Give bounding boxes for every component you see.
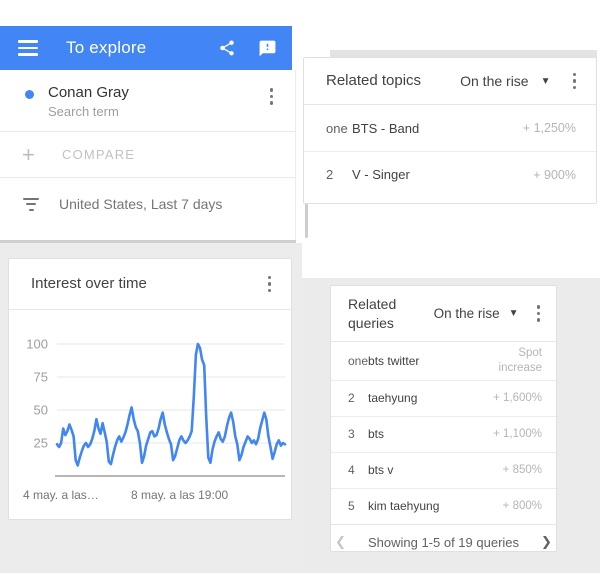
row-label: kim taehyung	[368, 499, 440, 514]
divider	[9, 309, 291, 310]
share-icon[interactable]	[216, 37, 238, 59]
related-queries-card: Related queries On the rise ▼ one bts twi…	[330, 285, 557, 552]
geo-time-filter[interactable]: United States, Last 7 days	[0, 178, 295, 230]
queries-pagination: ❮ Showing 1-5 of 19 queries ❯	[331, 523, 556, 561]
row-change: + 1,100%	[493, 427, 542, 440]
divider	[0, 177, 295, 178]
plus-icon: +	[22, 141, 35, 167]
feedback-icon[interactable]	[256, 37, 278, 59]
topics-card-title: Related topics	[326, 71, 422, 89]
row-label: V - Singer	[352, 167, 410, 182]
app-bar: To explore	[0, 26, 292, 70]
app-title: To explore	[66, 38, 147, 57]
interest-line-chart[interactable]: 25 50 75 100 4 may. a las… 8 may. a las 19:…	[9, 310, 291, 518]
row-label: BTS - Band	[352, 120, 420, 136]
topics-card-header: Related topics On the rise ▼	[304, 58, 596, 105]
queries-list: one bts twitter Spot increase 2 taehyung + 1,…	[331, 342, 556, 524]
row-label: bts v	[368, 463, 394, 478]
compare-label: COMPARE	[62, 147, 136, 162]
chevron-down-icon[interactable]: ▼	[540, 75, 551, 87]
row-rank: 5	[348, 499, 355, 514]
queries-menu-icon[interactable]	[531, 301, 547, 326]
y-tick-label: 25	[34, 436, 48, 451]
interest-card-header: Interest over time	[9, 259, 291, 309]
pagination-label: Showing 1-5 of 19 queries	[367, 535, 520, 551]
row-change: + 900%	[533, 167, 576, 182]
series-color-dot	[25, 90, 34, 99]
related-topic-row[interactable]: one BTS - Band + 1,250%	[304, 105, 596, 151]
row-rank: one	[326, 120, 348, 136]
related-query-row[interactable]: 3 bts + 1,100%	[331, 415, 556, 452]
interest-menu-icon[interactable]	[262, 272, 278, 297]
search-term-name: Conan Gray	[48, 84, 129, 101]
search-term-type: Search term	[48, 104, 119, 119]
queries-card-title: Related queries	[348, 295, 397, 331]
row-change: + 1,600%	[493, 391, 542, 404]
related-query-row[interactable]: one bts twitter Spot increase	[331, 342, 556, 380]
related-query-row[interactable]: 4 bts v + 850%	[331, 451, 556, 488]
interest-over-time-card: Interest over time 25 50 75 100 4 may. a la…	[8, 258, 292, 520]
related-query-row[interactable]: 2 taehyung + 1,600%	[331, 379, 556, 416]
topics-card-top-edge	[330, 50, 597, 58]
scrollbar-thumb[interactable]	[305, 196, 308, 238]
topics-menu-icon[interactable]	[567, 69, 583, 94]
y-tick-label: 75	[34, 370, 48, 385]
term-menu-icon[interactable]	[264, 84, 280, 109]
row-rank: 3	[348, 427, 355, 442]
explore-panel: Conan Gray Search term + COMPARE United …	[0, 70, 296, 243]
row-rank: 2	[326, 167, 334, 182]
page-next-icon[interactable]: ❯	[541, 535, 552, 551]
row-label: bts twitter	[368, 353, 420, 368]
chart-canvas: 25 50 75 100	[26, 337, 287, 477]
row-change: + 850%	[502, 463, 542, 476]
menu-icon[interactable]	[18, 40, 38, 56]
row-rank: one	[348, 353, 369, 368]
topics-list: one BTS - Band + 1,250% 2 V - Singer + 900%	[304, 105, 596, 197]
row-label: taehyung	[368, 391, 418, 406]
row-rank: 4	[348, 463, 355, 478]
page-prev-icon[interactable]: ❮	[335, 535, 346, 551]
compare-button[interactable]: + COMPARE	[0, 132, 295, 177]
related-topic-row[interactable]: 2 V - Singer + 900%	[304, 151, 596, 197]
interest-card-title: Interest over time	[31, 274, 147, 292]
panel-bottom-shadow	[0, 240, 296, 243]
y-tick-label: 50	[34, 403, 48, 418]
row-change: + 1,250%	[522, 121, 576, 135]
y-tick-label: 100	[26, 337, 48, 352]
row-label: bts	[368, 427, 385, 442]
row-rank: 2	[348, 391, 355, 406]
related-query-row[interactable]: 5 kim taehyung + 800%	[331, 487, 556, 524]
filter-icon	[22, 197, 40, 211]
row-change: + 800%	[502, 499, 542, 512]
queries-card-header: Related queries On the rise ▼	[331, 286, 556, 342]
related-topics-card: Related topics On the rise ▼ one BTS - Ba…	[303, 57, 597, 204]
divider	[0, 131, 295, 132]
filter-label: United States, Last 7 days	[59, 196, 223, 212]
row-change: Spot increase	[498, 347, 542, 374]
x-axis-label-start: 4 may. a las…	[23, 488, 99, 502]
x-axis-label-mid: 8 may. a las 19:00	[131, 488, 229, 502]
topics-sort-value[interactable]: On the rise	[460, 73, 529, 89]
queries-sort-value[interactable]: On the rise	[433, 306, 500, 321]
chevron-down-icon[interactable]: ▼	[508, 308, 519, 319]
trend-line	[55, 342, 287, 467]
search-term-row[interactable]: Conan Gray Search term	[0, 70, 295, 131]
